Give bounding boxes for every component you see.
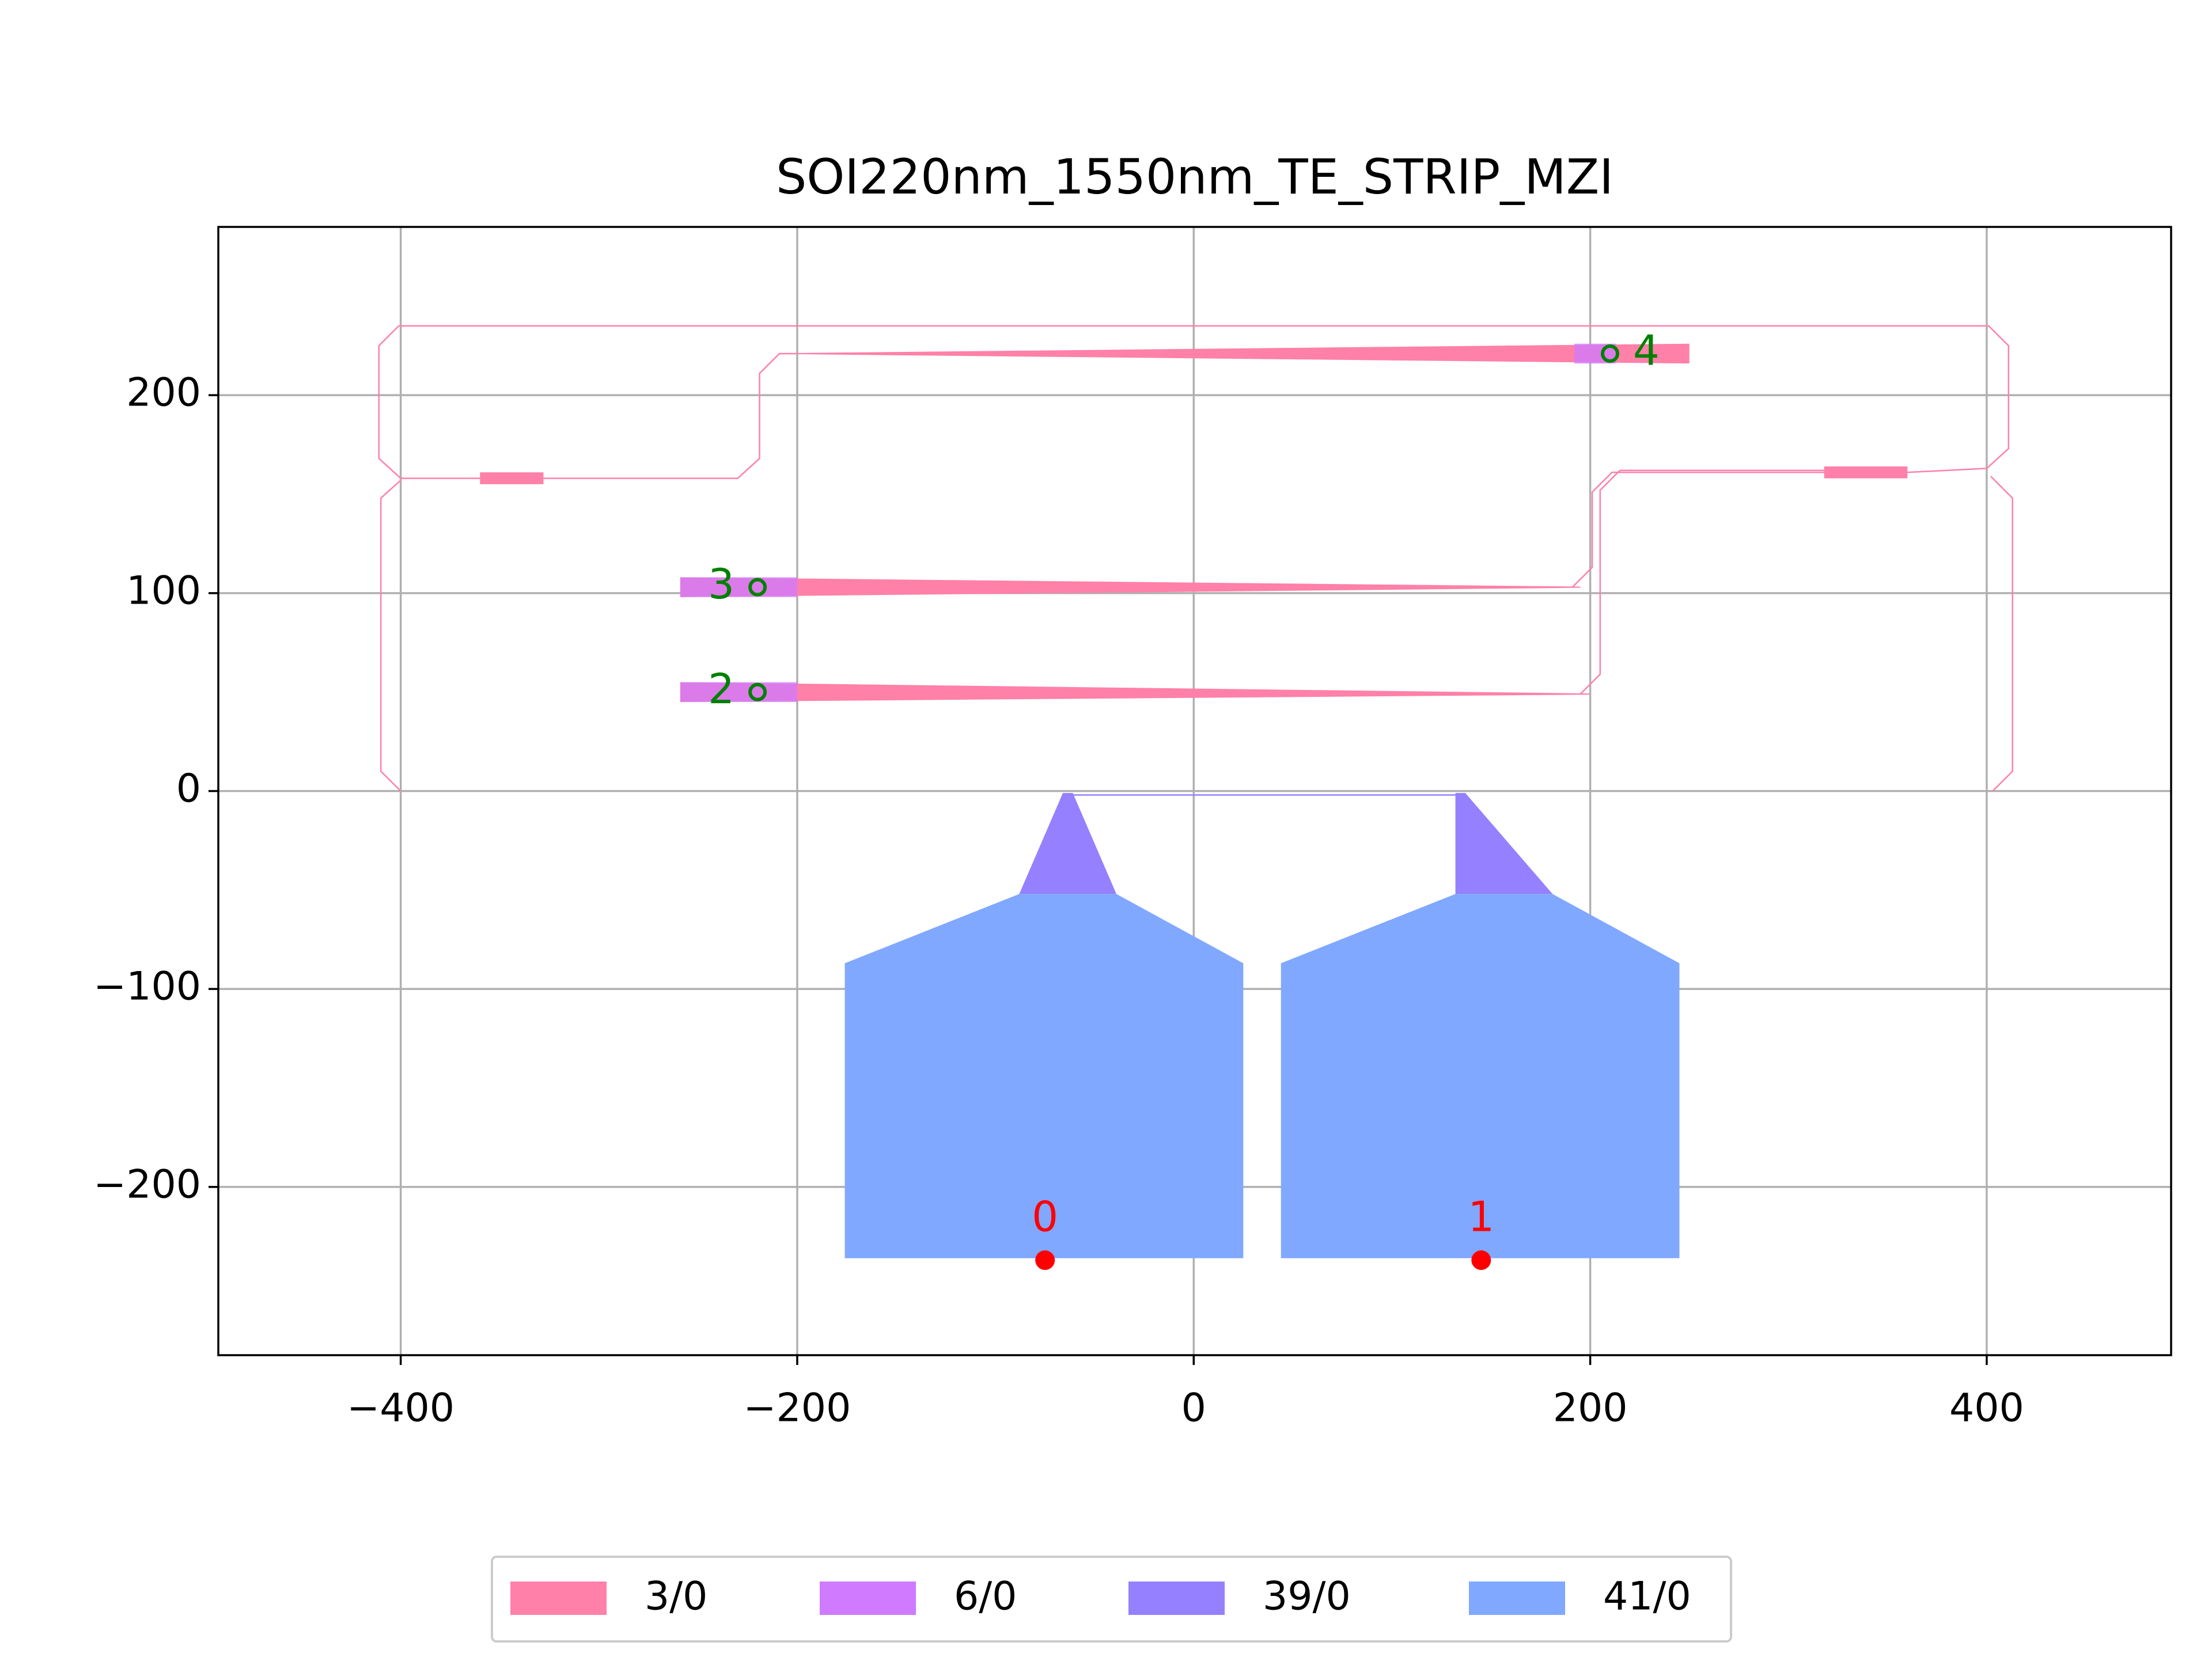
- legend-label: 41/0: [1603, 1574, 1691, 1620]
- layer-polygon: [680, 682, 797, 702]
- layer-polygon: [1455, 792, 1553, 894]
- chart-title: SOI220nm_1550nm_TE_STRIP_MZI: [776, 149, 1613, 205]
- legend-label: 3/0: [645, 1574, 707, 1620]
- legend: [491, 1556, 1732, 1643]
- layer-polygon: [1824, 466, 1908, 479]
- x-tick-label: 0: [1181, 1386, 1206, 1431]
- legend-swatch: [820, 1582, 916, 1615]
- waveguide-path: [543, 352, 797, 479]
- layer-polygon: [1281, 894, 1680, 1258]
- layer-polygon: [480, 472, 544, 484]
- port-marker: [1035, 1250, 1055, 1271]
- x-tick-label: −400: [347, 1386, 454, 1431]
- port-marker: [1601, 344, 1620, 363]
- waveguide-path: [380, 479, 402, 792]
- layer-polygon: [680, 577, 1581, 597]
- y-tick-label: −200: [93, 1162, 201, 1207]
- port-marker: [1471, 1250, 1491, 1271]
- y-tick-label: 0: [176, 766, 201, 811]
- waveguide-path: [1990, 476, 2013, 792]
- y-tick-label: −100: [93, 964, 201, 1010]
- port-label: 3: [708, 560, 734, 608]
- layer-polygon: [680, 577, 797, 597]
- plot-area: 0 1 2 3 4: [378, 325, 2013, 1271]
- port-label: 1: [1468, 1193, 1494, 1241]
- waveguide-path: [1571, 471, 1824, 588]
- port-label: 2: [708, 665, 734, 713]
- legend-swatch: [1469, 1582, 1565, 1615]
- port-marker: [748, 682, 767, 701]
- port-label: 4: [1633, 326, 1660, 374]
- waveguide-path: [378, 325, 2010, 479]
- port-marker: [748, 578, 767, 597]
- y-tick-label: 200: [126, 370, 201, 416]
- layer-polygon: [797, 343, 1690, 364]
- x-tick-label: 400: [1949, 1386, 2024, 1431]
- layer-polygon: [1019, 792, 1117, 894]
- x-tick-label: 200: [1553, 1386, 1628, 1431]
- legend-swatch: [510, 1582, 607, 1615]
- layer-polygon: [844, 894, 1244, 1258]
- ticks: −400 −200 0 200 400 −200 −100 0 100 200: [93, 370, 2024, 1431]
- port-label: 0: [1032, 1193, 1058, 1241]
- waveguide-path: [1580, 469, 1824, 695]
- legend-label: 39/0: [1263, 1574, 1351, 1620]
- legend-entries: 3/0 6/0 39/0 41/0: [510, 1574, 1691, 1620]
- legend-label: 6/0: [954, 1574, 1017, 1620]
- legend-swatch: [1128, 1582, 1225, 1615]
- x-tick-label: −200: [744, 1386, 851, 1431]
- layer-polygon: [680, 682, 1590, 702]
- y-tick-label: 100: [126, 568, 201, 613]
